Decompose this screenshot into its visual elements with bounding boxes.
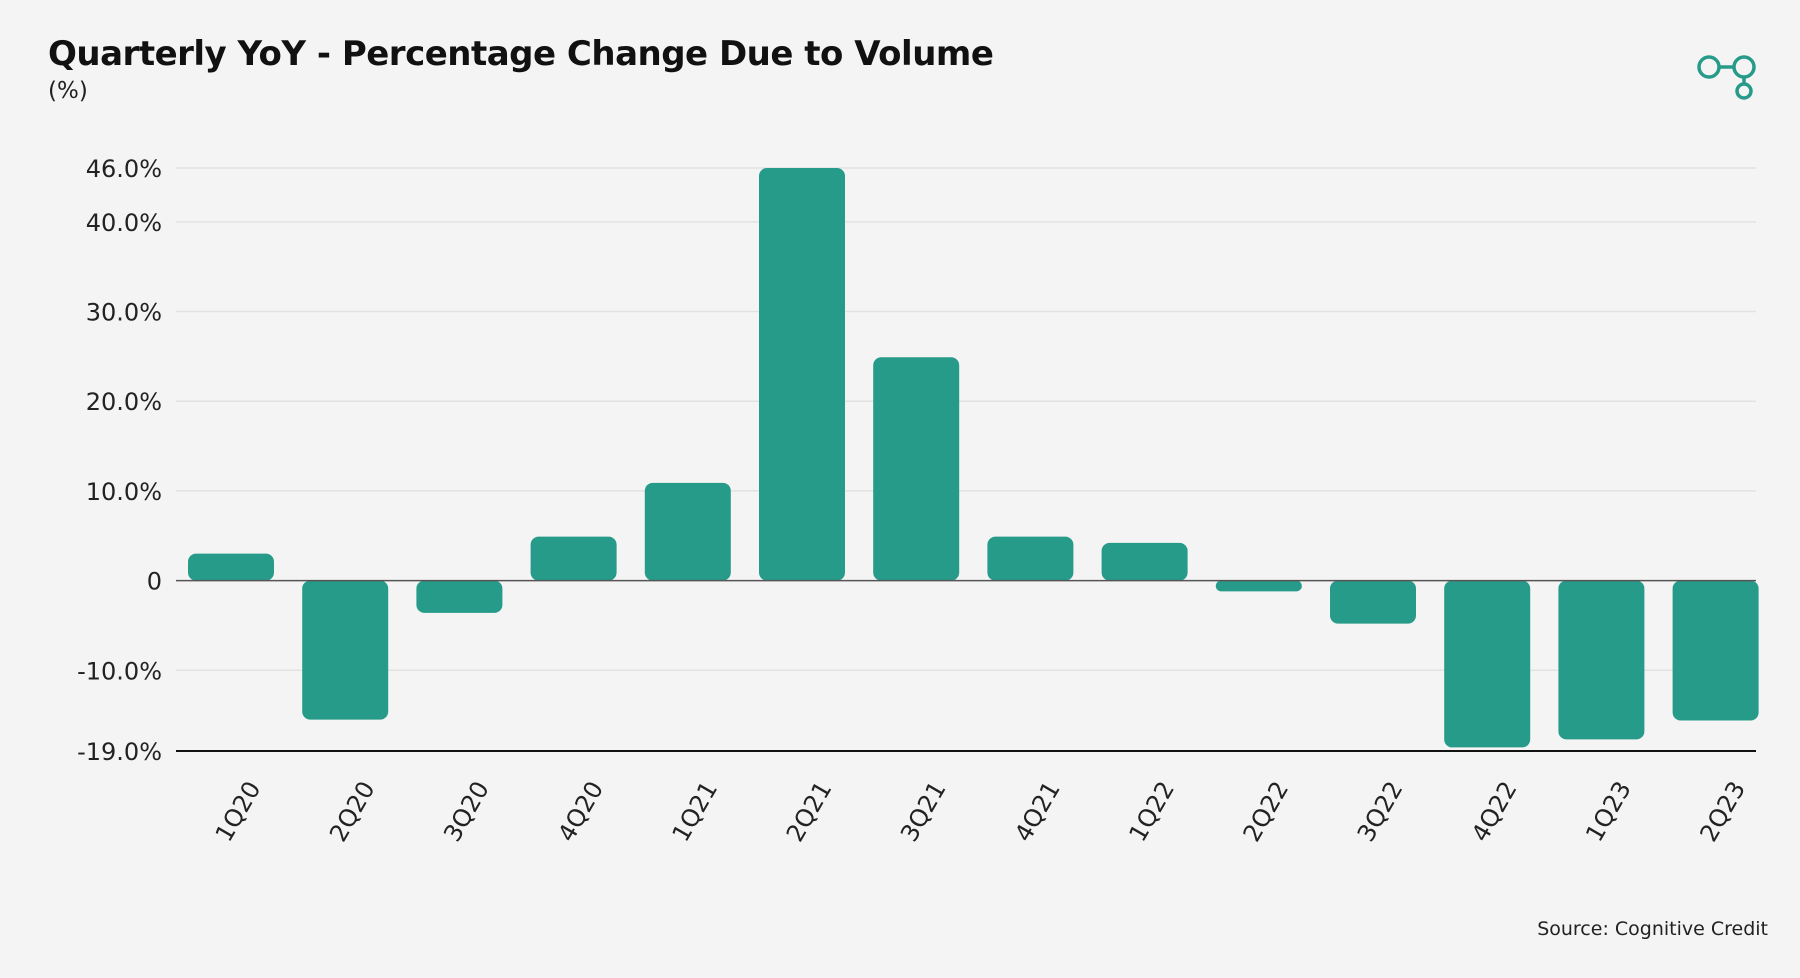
y-tick-label: -10.0% [77, 657, 162, 685]
bar-4Q22 [1444, 580, 1531, 748]
x-tick-label: 3Q22 [1352, 776, 1409, 846]
bars [188, 168, 1759, 748]
x-tick-label: 2Q21 [781, 776, 838, 846]
bar-2Q21 [759, 168, 845, 581]
chart-unit-subtitle: (%) [48, 78, 88, 104]
x-tick-label: 2Q20 [324, 776, 381, 846]
x-tick-label: 2Q23 [1694, 776, 1751, 846]
x-tick-label: 3Q21 [895, 776, 952, 846]
x-tick-label: 4Q21 [1009, 776, 1066, 846]
bar-3Q22 [1330, 580, 1416, 624]
x-tick-label: 3Q20 [438, 776, 495, 846]
x-tick-label: 4Q20 [552, 776, 609, 846]
bar-2Q22 [1215, 580, 1302, 592]
x-tick-label: 1Q21 [667, 776, 724, 846]
grid-lines [176, 167, 1756, 672]
source-note: Source: Cognitive Credit [1537, 918, 1768, 940]
y-tick-label: 0 [147, 568, 162, 596]
bar-1Q23 [1558, 580, 1645, 740]
y-tick-label: 30.0% [86, 299, 162, 327]
y-tick-label: 46.0% [86, 155, 162, 183]
bar-1Q21 [644, 482, 731, 581]
bar-3Q20 [416, 580, 503, 613]
x-tick-label: 1Q20 [210, 776, 267, 846]
x-tick-label: 4Q22 [1466, 776, 1523, 846]
y-axis-tick-labels: 46.0% 40.0% 30.0% 20.0% 10.0% 0 -10.0% -19.0% [77, 155, 162, 766]
bar-4Q20 [530, 536, 617, 581]
bar-1Q20 [188, 553, 274, 581]
y-tick-label: -19.0% [77, 738, 162, 766]
x-axis-tick-labels: 1Q20 2Q20 3Q20 4Q20 1Q21 2Q21 3Q21 4Q21 1Q22 2Q22… [210, 776, 1751, 846]
x-tick-label: 2Q22 [1238, 776, 1295, 846]
bar-2Q23 [1672, 580, 1759, 721]
y-tick-label: 20.0% [86, 388, 162, 416]
y-tick-label: 40.0% [86, 209, 162, 237]
y-tick-label: 10.0% [86, 478, 162, 506]
bar-4Q21 [987, 536, 1074, 581]
x-tick-label: 1Q22 [1123, 776, 1180, 846]
chart-title: Quarterly YoY - Percentage Change Due to… [48, 34, 994, 74]
axis-lines [176, 579, 1756, 752]
x-tick-label: 1Q23 [1580, 776, 1637, 846]
bar-2Q20 [302, 580, 389, 720]
linked-circles-logo-icon [1696, 48, 1760, 104]
bar-1Q22 [1101, 542, 1188, 581]
bar-3Q21 [873, 357, 960, 581]
